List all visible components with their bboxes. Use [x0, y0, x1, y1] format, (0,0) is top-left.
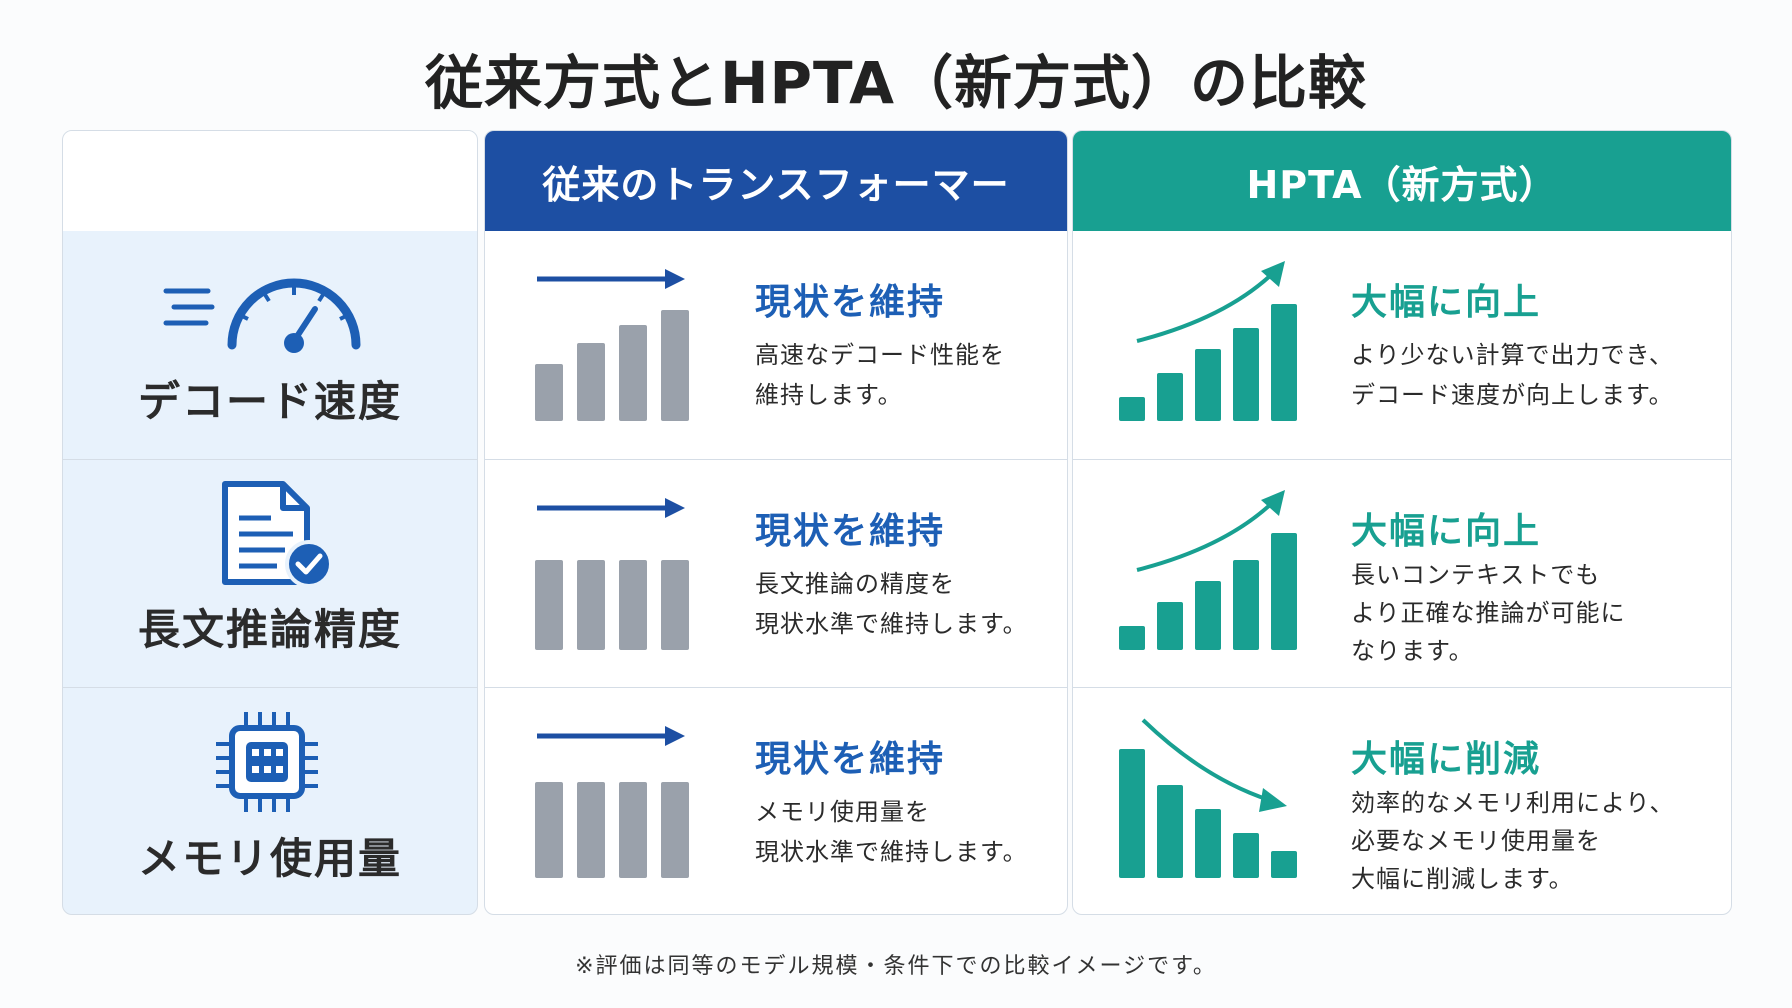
description: より少ない計算で出力でき、 デコード速度が向上します。 [1351, 341, 1674, 409]
trend-chart-old-2 [535, 726, 689, 878]
chart-bar [661, 560, 689, 650]
row-label-memory-usage: メモリ使用量 [63, 687, 477, 914]
trend-chart-new-1 [1119, 490, 1297, 650]
cell-new-decode-speed: 大幅に向上 より少ない計算で出力でき、 デコード速度が向上します。 [1073, 231, 1731, 459]
chart-bar [535, 560, 563, 650]
chart-bar [1233, 560, 1259, 650]
chart-bar [1157, 785, 1183, 878]
row-label-decode-speed: デコード速度 [63, 231, 477, 459]
row-labels-column: デコード速度 長文推論精度 [62, 130, 478, 915]
document-check-icon [222, 481, 333, 588]
chart-bar [577, 343, 605, 421]
chart-bar [619, 560, 647, 650]
chart-bar [535, 364, 563, 421]
chart-bar [577, 782, 605, 878]
chart-bar [1119, 626, 1145, 650]
chart-bar [1119, 749, 1145, 878]
column-header-hpta: HPTA（新方式） [1073, 131, 1731, 231]
speedometer-icon [163, 278, 361, 353]
chip-icon [216, 712, 318, 812]
traditional-transformer-column: 従来のトランスフォーマー 現状を維持 高速なデコード性能を 維持します。 現状を… [484, 130, 1068, 915]
trend-arrow-head [665, 498, 685, 518]
chart-bar [1271, 304, 1297, 421]
cell-old-decode-speed: 現状を維持 高速なデコード性能を 維持します。 [485, 231, 1067, 459]
row-label-text: メモリ使用量 [137, 834, 402, 883]
cell-old-memory-usage: 現状を維持 メモリ使用量を 現状水準で維持します。 [485, 687, 1067, 914]
trend-arrow-head [1259, 788, 1287, 812]
footnote: ※評価は同等のモデル規模・条件下での比較イメージです。 [575, 954, 1217, 979]
chart-bar [1271, 851, 1297, 878]
trend-arrow-head [1261, 490, 1285, 516]
chart-bar [619, 325, 647, 421]
row-label-text: デコード速度 [137, 377, 402, 426]
description: 高速なデコード性能を 維持します。 [755, 341, 1005, 409]
trend-arrow-line [1136, 273, 1273, 343]
trend-chart-old-0 [535, 269, 689, 421]
row-label-text: 長文推論精度 [137, 605, 402, 654]
status-label: 現状を維持 [755, 282, 946, 323]
description: 長文推論の精度を 現状水準で維持します。 [755, 570, 1028, 638]
chart-bar [1157, 373, 1183, 421]
row-label-long-context-accuracy: 長文推論精度 [63, 459, 477, 687]
chart-bar [1157, 602, 1183, 650]
status-label: 大幅に向上 [1351, 511, 1542, 552]
chart-bar [1233, 328, 1259, 421]
cell-new-memory-usage: 大幅に削減 効率的なメモリ利用により、 必要なメモリ使用量を 大幅に削減します。 [1073, 687, 1731, 914]
trend-arrow-line [1136, 502, 1273, 572]
hpta-column: HPTA（新方式） 大幅に向上 より少ない計算で出力でき、 デコード速度が向上し… [1072, 130, 1732, 915]
status-label: 大幅に削減 [1351, 739, 1542, 780]
trend-chart-new-0 [1119, 261, 1297, 421]
chart-bar [1233, 833, 1259, 878]
trend-arrow-line [1141, 718, 1270, 802]
chart-bar [1119, 397, 1145, 421]
trend-arrow-head [665, 726, 685, 746]
chart-bar [535, 782, 563, 878]
status-label: 現状を維持 [755, 511, 946, 552]
chart-bar [1195, 581, 1221, 650]
column-header-traditional: 従来のトランスフォーマー [485, 131, 1067, 231]
trend-chart-old-1 [535, 498, 689, 650]
description: 長いコンテキストでも より正確な推論が可能に なります。 [1351, 561, 1626, 665]
cell-old-long-context-accuracy: 現状を維持 長文推論の精度を 現状水準で維持します。 [485, 459, 1067, 687]
description: メモリ使用量を 現状水準で維持します。 [755, 798, 1028, 866]
chart-bar [1195, 809, 1221, 878]
corner-header [63, 131, 477, 231]
chart-bar [577, 560, 605, 650]
chart-bar [1195, 349, 1221, 421]
chart-bar [661, 310, 689, 421]
chart-bar [661, 782, 689, 878]
cell-new-long-context-accuracy: 大幅に向上 長いコンテキストでも より正確な推論が可能に なります。 [1073, 459, 1731, 687]
trend-arrow-head [1261, 261, 1285, 287]
status-label: 大幅に向上 [1351, 282, 1542, 323]
page-title: 従来方式とHPTA（新方式）の比較 [425, 49, 1367, 117]
trend-arrow-head [665, 269, 685, 289]
chart-bar [619, 782, 647, 878]
description: 効率的なメモリ利用により、 必要なメモリ使用量を 大幅に削減します。 [1351, 789, 1675, 893]
status-label: 現状を維持 [755, 739, 946, 780]
trend-chart-new-2 [1119, 718, 1297, 878]
chart-bar [1271, 533, 1297, 650]
